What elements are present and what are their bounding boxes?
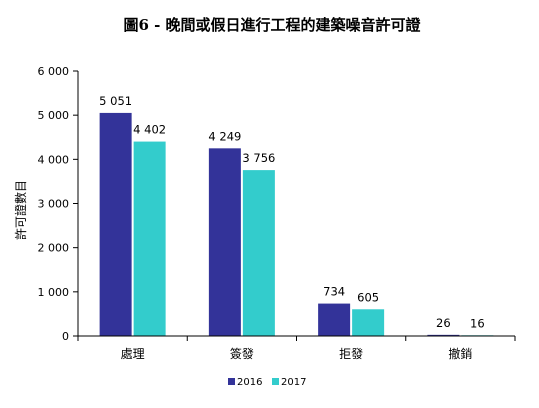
y-tick-label: 2 000 <box>38 242 70 255</box>
data-label: 5 051 <box>99 94 132 108</box>
y-tick-label: 1 000 <box>38 286 70 299</box>
y-tick-label: 3 000 <box>38 198 70 211</box>
data-label: 26 <box>436 316 451 330</box>
bar-2016 <box>208 148 241 336</box>
x-category-label: 撤銷 <box>448 346 472 361</box>
legend: 2016 2017 <box>228 377 306 388</box>
y-axis: 0 1 000 2 000 3 000 4 000 5 000 6 000 <box>38 65 79 343</box>
data-label: 4 402 <box>133 123 166 137</box>
bar-2017 <box>133 141 166 336</box>
legend-label: 2016 <box>237 377 262 388</box>
bar-2017 <box>242 170 275 336</box>
data-label: 3 756 <box>242 151 275 165</box>
legend-swatch <box>272 378 279 385</box>
y-tick-label: 6 000 <box>38 65 70 78</box>
data-label: 4 249 <box>208 129 241 143</box>
legend-swatch <box>228 378 235 385</box>
x-axis: 處理 簽發 拒發 撤銷 <box>77 335 516 361</box>
legend-label: 2017 <box>281 377 306 388</box>
data-label: 605 <box>357 290 379 304</box>
bar-2016 <box>427 334 460 336</box>
chart-title: 圖6 - 晚間或假日進行工程的建築噪音許可證 <box>123 16 421 34</box>
bar-2016 <box>318 303 351 336</box>
bar-2016 <box>99 112 132 336</box>
bar-2017 <box>352 309 385 336</box>
y-axis-label: 許可證數目 <box>13 180 28 240</box>
y-tick-label: 4 000 <box>38 153 70 166</box>
x-category-label: 處理 <box>121 347 145 361</box>
y-tick-label: 5 000 <box>38 109 70 122</box>
x-category-label: 拒發 <box>339 346 363 361</box>
data-label: 16 <box>470 316 485 330</box>
y-tick-label: 0 <box>62 330 69 343</box>
data-label: 734 <box>323 285 345 299</box>
x-category-label: 簽發 <box>230 346 254 361</box>
